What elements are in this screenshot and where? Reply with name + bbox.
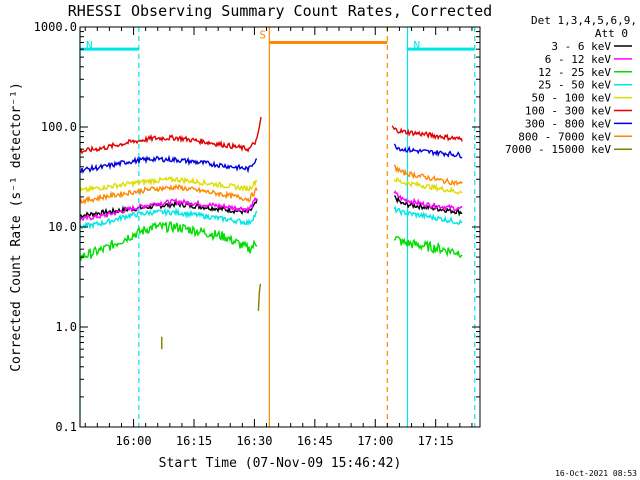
legend-entry-label: 3 - 6 keV (551, 40, 611, 53)
legend-entry-label: 50 - 100 keV (532, 92, 612, 105)
x-tick-label: 17:15 (418, 434, 454, 448)
series-line-800-7000keV (393, 164, 463, 187)
series-line-100-300keV (391, 125, 463, 142)
legend-entry-label: 100 - 300 keV (525, 105, 611, 118)
series-line-3-6keV (394, 195, 463, 217)
generation-timestamp: 16-Oct-2021 08:53 (555, 469, 637, 478)
series-line-100-300keV (79, 116, 262, 155)
series-line-25-50keV (393, 205, 463, 226)
series-line-25-50keV (79, 207, 258, 230)
x-tick-label: 16:15 (176, 434, 212, 448)
chart-title: RHESSI Observing Summary Count Rates, Co… (68, 2, 492, 20)
x-tick-label: 16:45 (297, 434, 333, 448)
series-line-6-12keV (79, 196, 258, 222)
series-line-12-25keV (79, 221, 258, 261)
x-tick-label: 17:00 (357, 434, 393, 448)
x-tick-label: 16:00 (116, 434, 152, 448)
series-line-300-800keV (393, 143, 463, 159)
legend-entry-label: 800 - 7000 keV (518, 130, 611, 143)
series-line-12-25keV (393, 235, 463, 259)
plot-frame (79, 26, 481, 428)
legend-header-attenuator: Att 0 (595, 27, 628, 40)
series-line-7000-15000keV (257, 283, 262, 311)
y-axis-label: Corrected Count Rate (s⁻¹ detector⁻¹) (9, 82, 24, 372)
series-line-800-7000keV (79, 183, 258, 205)
series-line-300-800keV (80, 154, 258, 174)
y-tick-label: 1000.0 (34, 20, 77, 34)
y-tick-label: 0.1 (55, 420, 77, 434)
legend-entry-label: 300 - 800 keV (525, 117, 611, 130)
flag-label: N (413, 39, 420, 52)
x-tick-label: 16:30 (236, 434, 272, 448)
legend-entry-label: 25 - 50 keV (538, 79, 611, 92)
flag-label: S (259, 28, 266, 41)
series-line-50-100keV (79, 175, 258, 193)
legend-header-detectors: Det 1,3,4,5,6,9, (531, 14, 637, 27)
legend-entry-label: 7000 - 15000 keV (505, 143, 611, 156)
legend-entry-label: 6 - 12 keV (545, 53, 612, 66)
series-line-50-100keV (393, 176, 463, 195)
y-tick-label: 10.0 (48, 220, 77, 234)
y-tick-label: 100.0 (41, 120, 77, 134)
x-axis-label: Start Time (07-Nov-09 15:46:42) (159, 456, 402, 471)
plot-area: N NS (79, 27, 476, 427)
legend-entry-label: 12 - 25 keV (538, 66, 611, 79)
flag-label: N (86, 39, 93, 52)
y-tick-label: 1.0 (55, 320, 77, 334)
series-line-6-12keV (393, 190, 463, 212)
